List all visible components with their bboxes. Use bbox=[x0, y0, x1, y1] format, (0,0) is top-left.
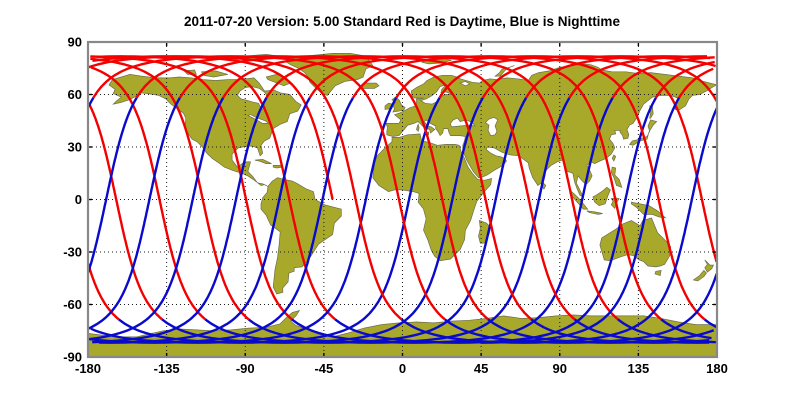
landmass bbox=[372, 133, 493, 262]
y-tick-label: 30 bbox=[68, 140, 82, 155]
inland-water bbox=[459, 81, 471, 87]
landmass bbox=[260, 177, 342, 295]
landmass bbox=[611, 154, 617, 162]
daytime-track bbox=[87, 55, 403, 321]
daytime-track bbox=[568, 55, 708, 99]
nighttime-track bbox=[90, 97, 398, 344]
daytime-track bbox=[677, 67, 714, 99]
nighttime-track bbox=[291, 97, 614, 344]
landmass bbox=[692, 269, 707, 282]
nighttime-track bbox=[87, 97, 138, 273]
nighttime-track bbox=[703, 318, 718, 329]
landmass bbox=[254, 158, 272, 164]
landmass bbox=[704, 259, 715, 273]
nighttime-track bbox=[161, 97, 484, 344]
x-tick-label: -180 bbox=[75, 361, 101, 376]
landmass bbox=[654, 269, 662, 277]
landmass bbox=[610, 166, 623, 188]
nighttime-track bbox=[92, 97, 268, 344]
landmass bbox=[494, 65, 515, 77]
landmass bbox=[391, 96, 406, 113]
landmass bbox=[586, 210, 603, 215]
nighttime-track bbox=[400, 107, 719, 344]
nighttime-track bbox=[247, 97, 571, 344]
orbit-tracks-layer bbox=[86, 55, 719, 344]
nighttime-track bbox=[530, 318, 710, 344]
plot-title: 2011-07-20 Version: 5.00 Standard Red is… bbox=[184, 14, 620, 29]
x-tick-label: 180 bbox=[706, 361, 728, 376]
daytime-track bbox=[222, 55, 576, 321]
daytime-track bbox=[438, 55, 718, 102]
daytime-track bbox=[92, 55, 446, 321]
y-tick-label: -90 bbox=[63, 350, 82, 365]
daytime-track bbox=[92, 55, 334, 200]
landmass bbox=[272, 165, 284, 169]
landmass bbox=[631, 201, 667, 219]
landmass bbox=[416, 123, 420, 133]
daytime-track bbox=[135, 55, 489, 321]
nighttime-track bbox=[117, 97, 441, 344]
y-tick-label: 60 bbox=[68, 87, 82, 102]
x-tick-label: -45 bbox=[314, 361, 333, 376]
nighttime-track bbox=[87, 97, 181, 330]
landmass bbox=[568, 188, 589, 210]
daytime-track bbox=[395, 55, 718, 263]
daytime-track bbox=[86, 263, 120, 321]
plot-frame bbox=[86, 40, 719, 359]
daytime-track bbox=[265, 55, 619, 321]
daytime-track bbox=[611, 56, 715, 99]
y-tick-label: -60 bbox=[63, 297, 82, 312]
daytime-track bbox=[654, 60, 715, 99]
y-tick-label: -30 bbox=[63, 245, 82, 260]
nighttime-track bbox=[90, 97, 354, 344]
x-tick-label: 0 bbox=[399, 361, 406, 376]
daytime-track bbox=[90, 66, 207, 321]
nighttime-track bbox=[444, 273, 718, 344]
x-tick-label: -90 bbox=[236, 361, 255, 376]
daytime-track bbox=[308, 55, 662, 321]
x-tick-label: 45 bbox=[474, 361, 488, 376]
daytime-track bbox=[351, 55, 706, 321]
nighttime-track bbox=[88, 97, 225, 341]
nighttime-track bbox=[98, 97, 311, 344]
x-tick-label: 135 bbox=[628, 361, 650, 376]
inland-water bbox=[484, 116, 499, 136]
nighttime-track bbox=[334, 97, 657, 344]
nighttime-track bbox=[617, 318, 716, 344]
nighttime-track bbox=[480, 97, 681, 344]
nighttime-track bbox=[204, 97, 528, 344]
y-tick-label: 90 bbox=[68, 35, 82, 50]
y-tick-label: 0 bbox=[75, 192, 82, 207]
daytime-track bbox=[87, 102, 163, 321]
x-tick-label: 90 bbox=[553, 361, 567, 376]
daytime-track bbox=[90, 57, 250, 321]
daytime-track bbox=[178, 55, 533, 321]
daytime-track bbox=[90, 55, 293, 321]
daytime-track bbox=[96, 55, 336, 321]
landmass bbox=[592, 186, 611, 206]
x-tick-label: -135 bbox=[154, 361, 180, 376]
nighttime-track bbox=[87, 97, 95, 107]
